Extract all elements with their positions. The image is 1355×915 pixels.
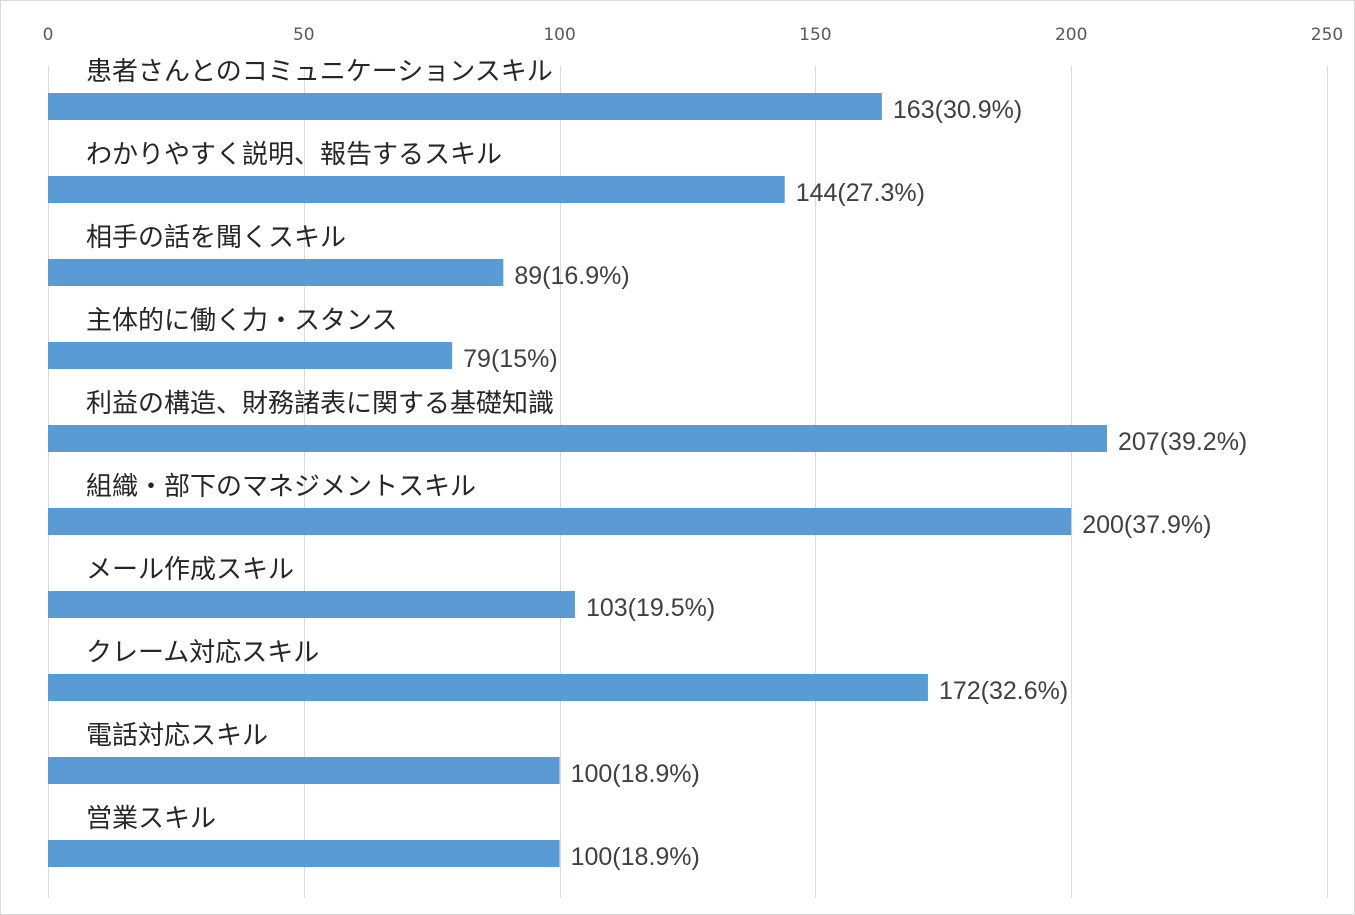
category-labels: 患者さんとのコミュニケーションスキルわかりやすく説明、報告するスキル相手の話を聞… xyxy=(86,57,554,834)
data-label: 89(16.9%) xyxy=(514,262,629,290)
bar-9 xyxy=(48,757,560,784)
bar-3 xyxy=(48,259,504,286)
bar-4 xyxy=(48,342,453,369)
category-label: メール作成スキル xyxy=(86,555,294,585)
category-label: 主体的に働く力・スタンス xyxy=(86,306,397,336)
data-label: 172(32.6%) xyxy=(939,677,1068,705)
bar-7 xyxy=(48,591,575,618)
bar-10 xyxy=(48,840,560,867)
data-label: 207(39.2%) xyxy=(1118,428,1247,456)
category-label: 電話対応スキル xyxy=(86,721,268,751)
category-label: 患者さんとのコミュニケーションスキル xyxy=(86,57,553,87)
category-label: 利益の構造、財務諸表に関する基礎知識 xyxy=(86,389,554,419)
bar-1 xyxy=(48,93,882,120)
category-label: 営業スキル xyxy=(86,804,216,834)
data-label: 79(15%) xyxy=(463,345,558,373)
bar-8 xyxy=(48,674,928,701)
data-label: 100(18.9%) xyxy=(571,843,700,871)
data-label: 163(30.9%) xyxy=(893,96,1022,124)
data-label: 200(37.9%) xyxy=(1082,511,1211,539)
category-label: 相手の話を聞くスキル xyxy=(86,223,346,253)
data-label: 100(18.9%) xyxy=(571,760,700,788)
bars xyxy=(48,93,1108,867)
category-label: クレーム対応スキル xyxy=(86,638,319,668)
x-axis-ticks: 0 50 100 150 200 250 xyxy=(43,25,1344,45)
x-tick-label: 0 xyxy=(43,25,54,45)
bar-5 xyxy=(48,425,1108,452)
data-labels: 163(30.9%) 144(27.3%) 89(16.9%) 79(15%) 207(… xyxy=(463,96,1247,871)
bar-2 xyxy=(48,176,785,203)
x-tick-label: 50 xyxy=(293,25,315,45)
category-label: 組織・部下のマネジメントスキル xyxy=(86,472,476,502)
x-tick-label: 200 xyxy=(1055,25,1087,45)
category-label: わかりやすく説明、報告するスキル xyxy=(86,140,502,170)
x-tick-label: 100 xyxy=(543,25,575,45)
x-tick-label: 250 xyxy=(1311,25,1343,45)
x-tick-label: 150 xyxy=(799,25,831,45)
data-label: 103(19.5%) xyxy=(586,594,715,622)
bar-6 xyxy=(48,508,1072,535)
data-label: 144(27.3%) xyxy=(796,179,925,207)
